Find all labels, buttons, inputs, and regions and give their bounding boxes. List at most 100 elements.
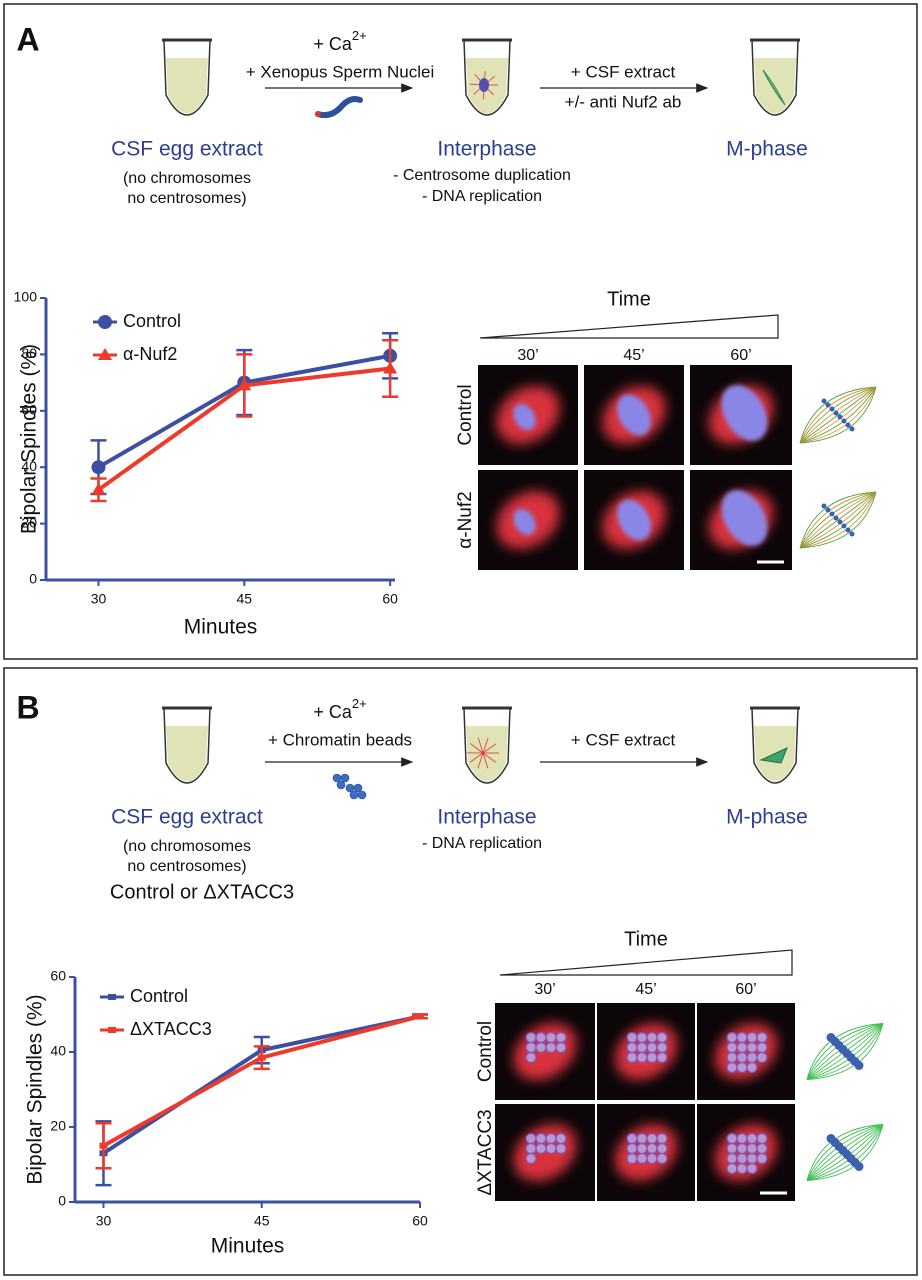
label: Control — [455, 384, 476, 445]
chromatin-bead — [746, 1041, 758, 1054]
spindle — [759, 747, 788, 764]
marker — [108, 1027, 116, 1033]
marker — [383, 361, 398, 374]
chromatin-bead — [525, 1132, 537, 1145]
label: - DNA replication — [422, 835, 542, 852]
label: + CSF extract — [571, 62, 676, 81]
tube-liquid — [466, 726, 508, 782]
label: + Ca — [313, 702, 353, 722]
nucleus — [479, 78, 489, 92]
chromatin-bead — [736, 1162, 748, 1175]
marker — [99, 1142, 108, 1149]
chromosomes — [513, 403, 536, 431]
label: + CSF extract — [571, 730, 676, 749]
chromosome — [841, 523, 847, 529]
label: Control — [475, 1021, 496, 1082]
chromatin-bead — [756, 1152, 768, 1165]
label: Interphase — [437, 138, 536, 161]
chromatin-bead — [555, 1041, 567, 1054]
label: + Xenopus Sperm Nuclei — [246, 62, 435, 81]
marker — [91, 460, 106, 475]
label: no centrosomes) — [127, 858, 246, 875]
chromatin-bead — [726, 1162, 738, 1175]
label: - Centrosome duplication — [393, 167, 571, 184]
spindle-fiber — [799, 386, 877, 444]
label: A — [16, 21, 39, 57]
chromatin-bead — [555, 1142, 567, 1155]
chromatin-bead — [736, 1132, 748, 1145]
sperm-icon — [315, 96, 363, 119]
tube — [163, 707, 211, 784]
chromatin-bead — [535, 1132, 547, 1145]
label: Time — [624, 928, 668, 950]
label: α-Nuf2 — [455, 491, 476, 548]
chromatin-bead — [726, 1051, 738, 1064]
label: (no chromosomes — [123, 838, 251, 855]
label: - DNA replication — [422, 188, 542, 205]
bead — [332, 773, 342, 783]
label: B — [16, 689, 39, 725]
x-axis-label: Minutes — [184, 616, 258, 639]
chromosome — [829, 406, 835, 412]
spindle-fiber — [799, 491, 877, 549]
chromatin-bead — [756, 1132, 768, 1145]
chromatin-bead — [726, 1152, 738, 1165]
chromatin-bead — [646, 1031, 658, 1044]
time-wedge — [479, 314, 779, 339]
chromatin-bead — [756, 1031, 768, 1044]
y-tick-label: 20 — [50, 1118, 66, 1134]
chromosome — [849, 531, 855, 537]
chromatin-bead — [646, 1142, 658, 1155]
y-tick-label: 100 — [14, 289, 38, 305]
tube-liquid — [166, 726, 208, 782]
spindle — [762, 69, 786, 106]
y-axis-label: Bipolar Spindles (%) — [24, 994, 47, 1184]
chromatin-bead — [746, 1152, 758, 1165]
chromatin-bead — [626, 1041, 638, 1054]
label: 45’ — [635, 981, 656, 998]
chromatin-bead — [535, 1031, 547, 1044]
chromatin-bead — [746, 1142, 758, 1155]
chromatin-bead — [626, 1031, 638, 1044]
chromosomes — [513, 508, 536, 536]
chromosome — [841, 418, 847, 424]
chromatin-bead — [656, 1132, 668, 1145]
chromosome — [821, 503, 827, 509]
marker — [98, 348, 112, 360]
panel-frame — [3, 3, 918, 660]
y-tick-label: 40 — [50, 1043, 66, 1059]
chromatin-bead — [646, 1051, 658, 1064]
chromatin-bead — [736, 1142, 748, 1155]
chromosome — [833, 515, 839, 521]
y-tick-label: 20 — [21, 514, 37, 530]
chromatin-bead — [535, 1142, 547, 1155]
tube — [163, 39, 211, 116]
tube — [751, 707, 799, 784]
spindle-fiber — [799, 386, 877, 444]
chromatin-bead — [636, 1031, 648, 1044]
bead — [357, 790, 367, 800]
label: (no chromosomes — [123, 170, 251, 187]
tube — [463, 707, 511, 784]
chromosome — [845, 422, 851, 428]
chromatin-bead — [756, 1041, 768, 1054]
aster — [482, 737, 489, 754]
x-axis-label: Minutes — [211, 1235, 285, 1258]
marker — [416, 1013, 424, 1020]
chromatin-bead — [525, 1031, 537, 1044]
label: + Chromatin beads — [268, 730, 412, 749]
chromatin-bead — [525, 1152, 537, 1165]
marker — [91, 482, 106, 495]
chromosomes — [721, 490, 768, 546]
chromosome — [833, 410, 839, 416]
chromosome — [854, 1061, 864, 1070]
spindle-fiber — [799, 491, 877, 549]
chromatin-bead — [535, 1041, 547, 1054]
chromatin-bead — [756, 1051, 768, 1064]
label: + Ca — [313, 34, 353, 54]
chromosome — [821, 398, 827, 404]
label: CSF egg extract — [111, 138, 263, 161]
legend-label: Control — [130, 986, 188, 1006]
chromatin-bead — [646, 1041, 658, 1054]
y-tick-label: 0 — [58, 1193, 66, 1209]
